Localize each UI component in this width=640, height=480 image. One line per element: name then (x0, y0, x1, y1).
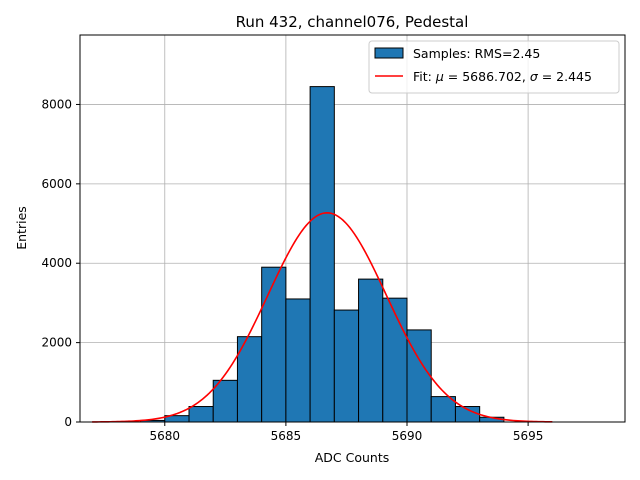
histogram-bar (358, 278, 384, 423)
histogram-bar (261, 266, 287, 423)
y-tick-label: 6000 (41, 177, 72, 191)
x-axis-label: ADC Counts (315, 450, 390, 465)
histogram-bar (309, 86, 335, 423)
y-axis-label: Entries (14, 206, 29, 250)
y-tick-label: 0 (64, 415, 72, 429)
fit-curve (92, 212, 553, 423)
legend-fit-prefix: Fit: (413, 69, 436, 84)
legend-label-samples: Samples: RMS=2.45 (413, 46, 540, 61)
legend-fit-mu-value: = 5686.702, (444, 69, 530, 84)
histogram-bar (333, 309, 360, 423)
histogram-bar (285, 298, 311, 423)
x-tick-label: 5695 (513, 429, 544, 443)
plot-frame (79, 34, 626, 423)
legend-swatch-samples (374, 47, 404, 59)
y-tick-label: 2000 (41, 336, 72, 350)
y-tick-label: 8000 (41, 97, 72, 111)
y-axis-ticks: 0 2000 4000 6000 8000 (41, 97, 80, 429)
histogram-bar (430, 396, 456, 423)
histogram-bar (382, 297, 408, 423)
legend-box (368, 40, 620, 94)
legend-fit-sigma-symbol: σ (530, 69, 539, 84)
histogram-bars (140, 86, 505, 423)
legend-fit-sigma-value: = 2.445 (538, 69, 592, 84)
histogram-bar (188, 406, 214, 423)
x-axis-ticks: 5680 5685 5690 5695 (150, 422, 544, 443)
legend-label-fit: Fit: μ = 5686.702, σ = 2.445 (413, 69, 592, 84)
x-tick-label: 5680 (150, 429, 181, 443)
y-tick-label: 4000 (41, 256, 72, 270)
legend-fit-mu-symbol: μ (435, 69, 444, 84)
x-tick-label: 5690 (392, 429, 423, 443)
histogram-bar (212, 379, 238, 423)
x-tick-label: 5685 (271, 429, 302, 443)
chart-title: Run 432, channel076, Pedestal (236, 13, 469, 31)
legend: Samples: RMS=2.45 Fit: μ = 5686.702, σ =… (368, 40, 620, 94)
